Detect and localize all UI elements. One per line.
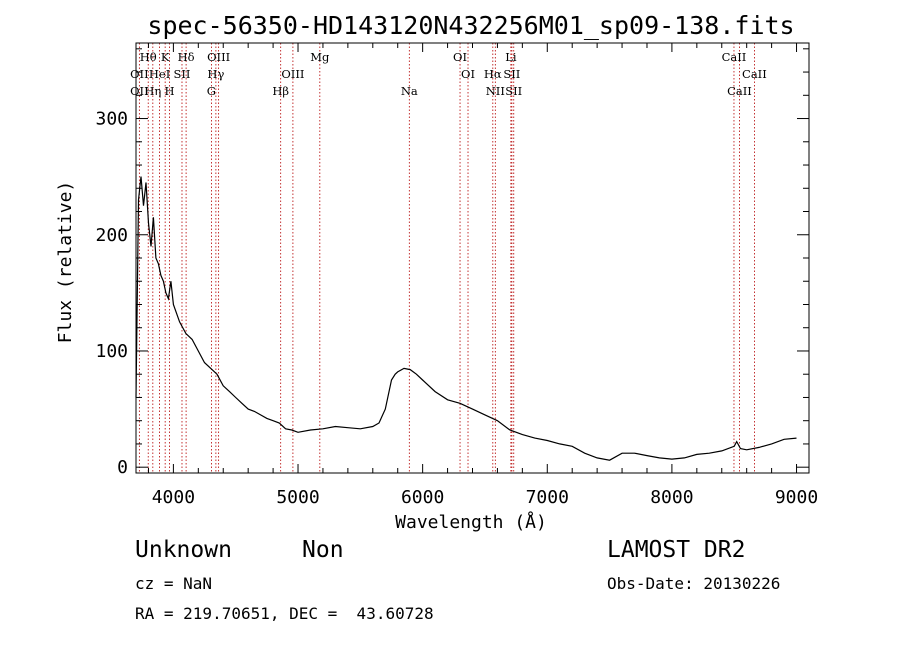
spectral-line-label: OII — [130, 67, 149, 81]
spectral-line-label: Hδ — [178, 50, 195, 64]
x-tick-label: 9000 — [775, 487, 818, 508]
x-tick-label: 7000 — [526, 487, 569, 508]
spectral-line-label: OIII — [207, 50, 230, 64]
spectral-line-label: Hθ — [140, 50, 157, 64]
spectral-line-label: CaII — [727, 84, 752, 98]
spectral-line-label: SII — [503, 67, 520, 81]
chart-title: spec-56350-HD143120N432256M01_sp09-138.f… — [147, 11, 794, 40]
y-tick-label: 200 — [95, 225, 128, 246]
spectral-line-label: Mg — [310, 50, 330, 64]
spectral-line-label: Na — [401, 84, 418, 98]
spectral-line-label: OI — [453, 50, 467, 64]
y-axis-ticks: 0 100 200 300 — [95, 48, 809, 478]
spectral-line-label: Hη — [144, 84, 161, 98]
spectral-line-label: HeI — [149, 67, 170, 81]
spectral-line-markers — [138, 43, 755, 473]
y-tick-label: 300 — [95, 109, 128, 130]
redshift-value: cz = NaN — [135, 574, 213, 593]
x-tick-label: 8000 — [650, 487, 693, 508]
spectral-line-label: Hγ — [207, 67, 224, 81]
observation-date: Obs-Date: 20130226 — [607, 574, 781, 593]
coordinates: RA = 219.70651, DEC = 43.60728 — [135, 604, 434, 623]
spectral-line-label: SII — [505, 84, 522, 98]
x-tick-label: 4000 — [152, 487, 195, 508]
spectral-line-label: OIII — [281, 67, 304, 81]
spectral-line-label: CaII — [722, 50, 747, 64]
object-subclass: Non — [302, 537, 344, 563]
spectral-line-label: H — [165, 84, 175, 98]
y-tick-label: 0 — [117, 457, 128, 478]
y-tick-label: 100 — [95, 341, 128, 362]
y-axis-label: Flux (relative) — [55, 181, 76, 344]
spectral-line-label: OII — [130, 84, 149, 98]
spectral-line-label: Li — [505, 50, 517, 64]
survey-name: LAMOST DR2 — [607, 537, 746, 563]
x-axis-label: Wavelength (Å) — [395, 511, 547, 533]
spectral-line-label: NII — [486, 84, 505, 98]
spectral-line-label: Hβ — [272, 84, 289, 98]
spectrum-line — [135, 176, 797, 461]
x-tick-label: 6000 — [401, 487, 444, 508]
spectral-line-label: SII — [174, 67, 191, 81]
spectral-line-label: G — [207, 84, 216, 98]
spectral-line-label: Hα — [484, 67, 502, 81]
spectral-line-label: CaII — [742, 67, 767, 81]
x-axis-ticks: 4000 5000 6000 7000 8000 9000 — [147, 43, 818, 508]
spectral-line-label: K — [161, 50, 170, 64]
spectral-line-label: OI — [461, 67, 475, 81]
x-tick-label: 5000 — [276, 487, 319, 508]
object-type: Unknown — [135, 537, 232, 563]
